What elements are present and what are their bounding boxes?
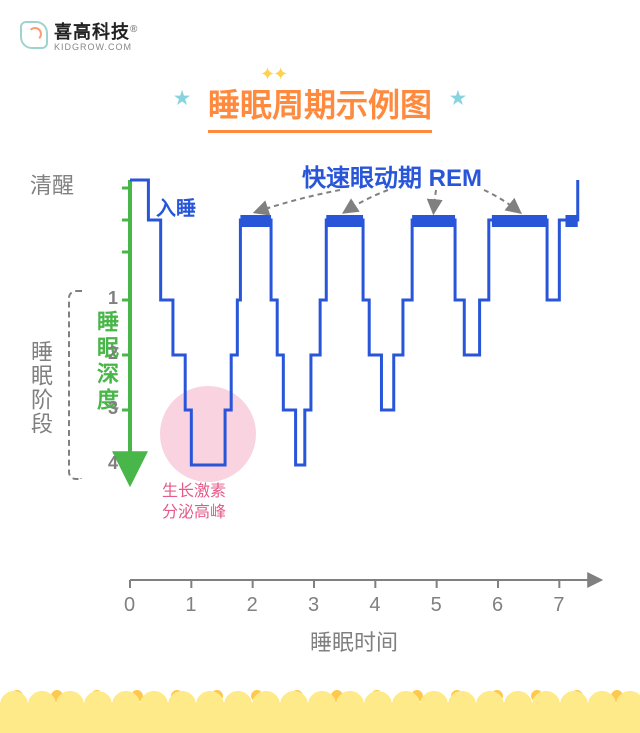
x-tick-label: 4 xyxy=(369,594,380,617)
stage-number: 1 xyxy=(108,288,118,309)
x-tick-label: 2 xyxy=(247,594,258,617)
logo-icon xyxy=(20,21,48,49)
stage-number: 3 xyxy=(108,398,118,419)
registered-mark: ® xyxy=(130,24,138,35)
x-tick-label: 1 xyxy=(185,594,196,617)
x-tick-label: 0 xyxy=(124,594,135,617)
x-tick-label: 3 xyxy=(308,594,319,617)
decorative-footer xyxy=(0,685,640,733)
brand-logo: 喜高科技® KIDGROW.COM xyxy=(20,18,138,52)
logo-name: 喜高科技® xyxy=(54,18,138,44)
title-block: ✦✦ 睡眠周期示例图 xyxy=(0,80,640,133)
chart-title: 睡眠周期示例图 xyxy=(208,80,432,133)
stage-number: 2 xyxy=(108,343,118,364)
x-tick-label: 7 xyxy=(553,594,564,617)
x-axis-label: 睡眠时间 xyxy=(310,625,398,657)
footer-scallop xyxy=(0,705,640,733)
stage-number: 4 xyxy=(108,453,118,474)
x-tick-label: 6 xyxy=(492,594,503,617)
x-tick-label: 5 xyxy=(431,594,442,617)
logo-subtitle: KIDGROW.COM xyxy=(54,42,138,52)
growth-hormone-label: 生长激素分泌高峰 xyxy=(162,482,226,524)
sleep-cycle-chart: 清醒 睡眠阶段 睡眠深度 入睡 快速眼动期 REM 生长激素分泌高峰 睡眠时间 … xyxy=(30,150,610,650)
